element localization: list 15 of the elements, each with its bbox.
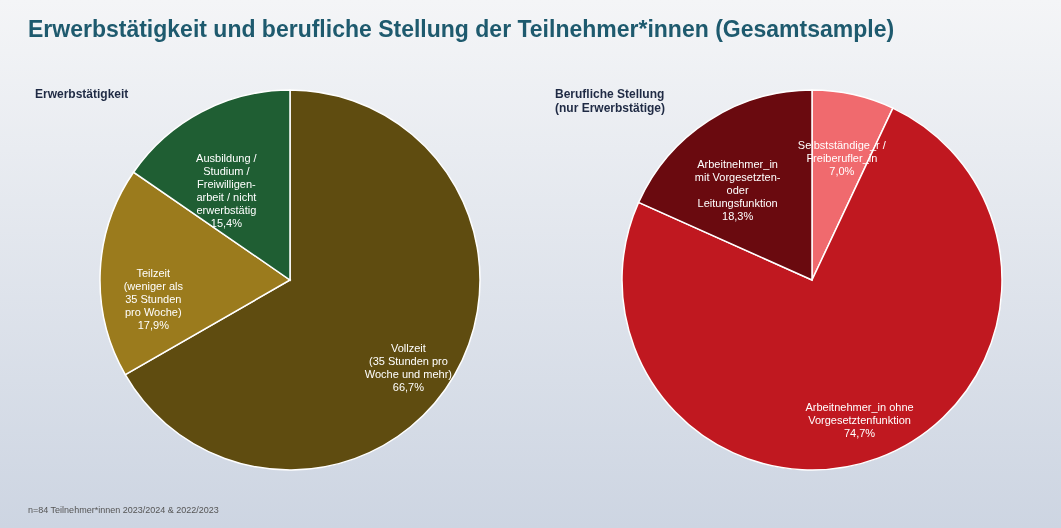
text: n=84 Teilnehmer*innen 2023/2024 & 2022/2023: [28, 505, 219, 515]
text: Erwerbstätigkeit und berufliche Stellung der Teilnehmer*innen (Gesamtsample): [28, 16, 895, 42]
slice-label: Ausbildung / Studium / Freiwilligen- arbeit / nicht erwerbstätig: [196, 151, 258, 216]
data-label: 17,9%: [137, 319, 170, 332]
data-label: 7,0%: [829, 165, 855, 178]
chart-title: Erwerbstätigkeit: [35, 87, 129, 101]
chart-title: Berufliche Stellung (nur Erwerbstätige): [555, 87, 666, 115]
data-label: 15,4%: [210, 216, 243, 229]
data-label: 18,3%: [722, 210, 754, 223]
slice-label: Vollzeit (35 Stunden pro Woche und mehr): [364, 341, 453, 380]
slice-label: Teilzeit (weniger als 35 Stunden pro Woche): [123, 267, 184, 319]
slice-label: Arbeitnehmer_in mit Vorgesetzten- oder Leitungsfunktion: [694, 158, 781, 210]
data-label: 74,7%: [843, 427, 876, 440]
data-label: 66,7%: [392, 380, 425, 393]
slice-label: Arbeitnehmer_in ohne Vorgesetztenfunktion: [805, 401, 914, 427]
